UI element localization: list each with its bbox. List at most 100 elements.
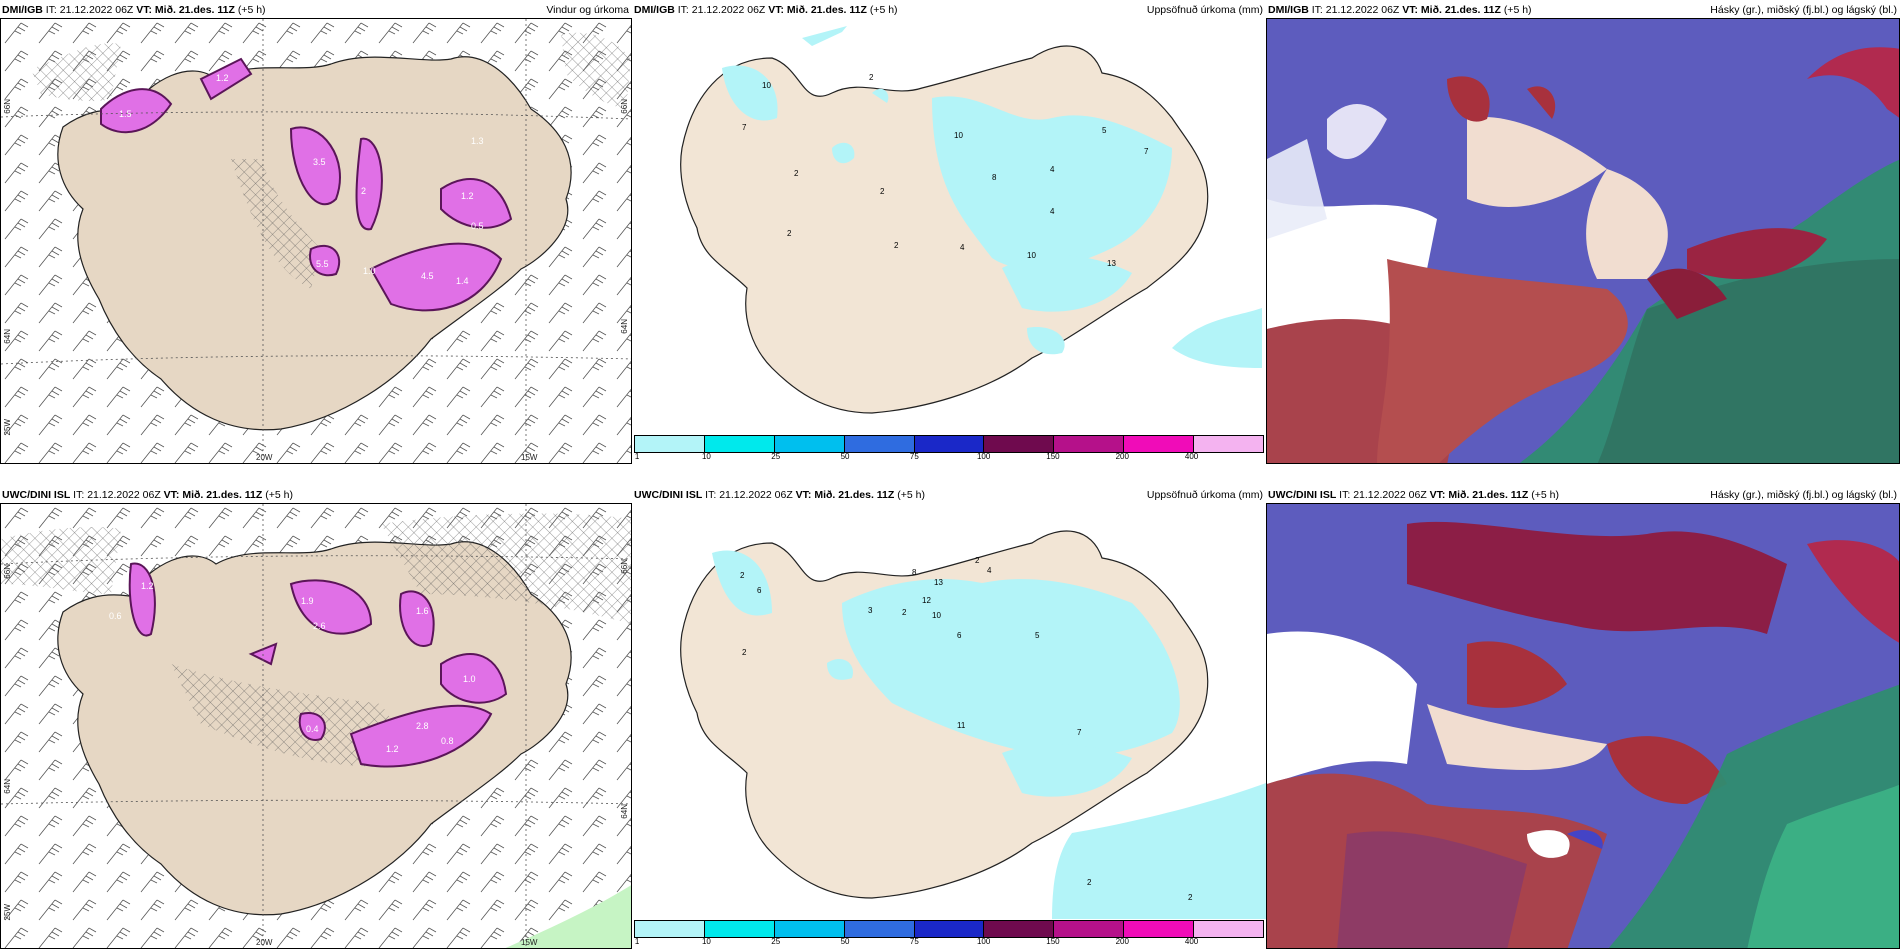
rain-value: 5.5 bbox=[316, 259, 329, 269]
panel-cloud-top: DMI/IGB IT: 21.12.2022 06Z VT: Mið. 21.d… bbox=[1266, 0, 1900, 465]
legend-ticks: 1 10 25 50 75 100 150 200 400 bbox=[634, 452, 1264, 464]
legend-swatch bbox=[844, 921, 915, 937]
precip-value: 5 bbox=[1035, 631, 1040, 640]
header-left: UWC/DINI ISL IT: 21.12.2022 06Z VT: Mið.… bbox=[1268, 489, 1559, 501]
precip-value: 10 bbox=[932, 611, 941, 620]
precip-value: 2 bbox=[1188, 893, 1193, 902]
legend-swatch bbox=[1124, 921, 1195, 937]
rain-value: 4.5 bbox=[421, 271, 434, 281]
map-frame: 1.5 3.5 2 1.2 1.2 4.5 1.3 1.4 5.5 0.5 1.… bbox=[0, 18, 632, 464]
precip-values: 2 7 10 2 2 2 10 8 4 4 5 7 4 10 13 2 bbox=[742, 73, 1149, 268]
panel-title: Hásky (gr.), miðský (fj.bl.) og lágský (… bbox=[1710, 489, 1897, 501]
precip-values: 2 6 2 13 3 2 2 8 12 10 6 4 5 11 7 2 2 bbox=[740, 556, 1193, 902]
legend-tick: 200 bbox=[1115, 937, 1129, 946]
lat-label: 66N bbox=[620, 99, 629, 114]
wind-map: 1.5 3.5 2 1.2 1.2 4.5 1.3 1.4 5.5 0.5 1.… bbox=[1, 19, 631, 463]
legend-tick: 50 bbox=[840, 937, 850, 946]
map-frame: 2 6 2 13 3 2 2 8 12 10 6 4 5 11 7 2 2 bbox=[632, 503, 1266, 919]
panel-header: UWC/DINI ISL IT: 21.12.2022 06Z VT: Mið.… bbox=[1266, 485, 1900, 505]
map-frame bbox=[1266, 18, 1900, 464]
legend-swatch bbox=[704, 436, 775, 452]
legend-tick: 75 bbox=[909, 937, 919, 946]
legend-tick: 150 bbox=[1046, 452, 1060, 461]
precip-value: 2 bbox=[740, 571, 745, 580]
hatch-area-central bbox=[231, 159, 321, 289]
precip-value: 4 bbox=[1050, 207, 1055, 216]
rain-cells bbox=[100, 57, 513, 312]
precip-value: 2 bbox=[880, 187, 885, 196]
precip-value: 5 bbox=[1102, 126, 1107, 135]
legend-swatch bbox=[774, 436, 845, 452]
rain-values: 1.2 0.6 1.9 2.6 1.6 2.8 0.4 1.0 1.2 0.8 bbox=[109, 581, 476, 754]
legend-swatch bbox=[774, 921, 845, 937]
header-left: UWC/DINI ISL IT: 21.12.2022 06Z VT: Mið.… bbox=[634, 489, 925, 501]
lat-label: 66N bbox=[620, 559, 629, 574]
rain-value: 0.4 bbox=[306, 724, 319, 734]
graticule-64n bbox=[1, 355, 631, 365]
panel-precip-top: DMI/IGB IT: 21.12.2022 06Z VT: Mið. 21.d… bbox=[632, 0, 1266, 465]
legend-swatch bbox=[1194, 436, 1264, 452]
legend-color-bar bbox=[634, 920, 1264, 938]
rain-value: 1.3 bbox=[471, 136, 484, 146]
panel-cloud-bottom: UWC/DINI ISL IT: 21.12.2022 06Z VT: Mið.… bbox=[1266, 485, 1900, 950]
graticule-66n bbox=[1, 111, 631, 120]
legend-tick: 1 bbox=[634, 452, 640, 461]
precip-value: 2 bbox=[742, 648, 747, 657]
rain-value: 1.0 bbox=[363, 266, 376, 276]
legend-swatch bbox=[1194, 921, 1264, 937]
precip-value: 6 bbox=[957, 631, 962, 640]
legend-tick: 75 bbox=[909, 452, 919, 461]
precip-value: 11 bbox=[957, 721, 966, 730]
lat-label: 66N bbox=[3, 99, 12, 114]
rain-value: 1.5 bbox=[119, 109, 132, 119]
legend-tick: 400 bbox=[1184, 937, 1199, 946]
rain-value: 2 bbox=[361, 186, 366, 196]
legend-tick: 10 bbox=[701, 452, 711, 461]
lat-label: 64N bbox=[620, 319, 629, 334]
precip-legend: 1 10 25 50 75 100 150 200 400 bbox=[632, 435, 1266, 465]
graticule-64n bbox=[1, 799, 631, 805]
legend-ticks: 1 10 25 50 75 100 150 200 400 bbox=[634, 937, 1264, 949]
legend-tick: 400 bbox=[1184, 452, 1199, 461]
cloud-map bbox=[1267, 19, 1899, 463]
precip-value: 2 bbox=[975, 556, 980, 565]
panel-header: DMI/IGB IT: 21.12.2022 06Z VT: Mið. 21.d… bbox=[0, 0, 632, 20]
legend-swatch bbox=[984, 436, 1055, 452]
precip-value: 2 bbox=[902, 608, 907, 617]
rain-value: 1.6 bbox=[416, 606, 429, 616]
precip-value: 8 bbox=[992, 173, 997, 182]
legend-tick: 25 bbox=[771, 452, 781, 461]
legend-tick: 25 bbox=[771, 937, 781, 946]
lon-label: 15W bbox=[521, 938, 538, 947]
legend-swatch bbox=[1054, 921, 1125, 937]
lon-label: 20W bbox=[256, 453, 273, 462]
map-frame bbox=[1266, 503, 1900, 949]
lat-label: 25W bbox=[3, 904, 12, 921]
precip-value: 2 bbox=[869, 73, 874, 82]
legend-swatch bbox=[844, 436, 915, 452]
precip-value: 7 bbox=[742, 123, 747, 132]
precip-map: 2 7 10 2 2 2 10 8 4 4 5 7 4 10 13 2 bbox=[680, 26, 1262, 414]
panel-header: UWC/DINI ISL IT: 21.12.2022 06Z VT: Mið.… bbox=[632, 485, 1266, 505]
precip-value: 10 bbox=[954, 131, 963, 140]
rain-value: 1.2 bbox=[461, 191, 474, 201]
precip-value: 4 bbox=[987, 566, 992, 575]
panel-header: UWC/DINI ISL IT: 21.12.2022 06Z VT: Mið.… bbox=[0, 485, 632, 505]
precip-value: 2 bbox=[794, 169, 799, 178]
rain-cells bbox=[128, 562, 508, 768]
legend-swatch bbox=[984, 921, 1055, 937]
precip-value: 2 bbox=[1087, 878, 1092, 887]
panel-title: Uppsöfnuð úrkoma (mm) bbox=[1146, 4, 1263, 16]
legend-color-bar bbox=[634, 435, 1264, 453]
precip-value: 7 bbox=[1144, 147, 1149, 156]
panel-title: Vindur og úrkoma bbox=[546, 4, 629, 16]
graticule-66n bbox=[1, 555, 631, 565]
header-left: DMI/IGB IT: 21.12.2022 06Z VT: Mið. 21.d… bbox=[2, 4, 266, 16]
lat-label: 25W bbox=[3, 419, 12, 436]
precip-value: 2 bbox=[787, 229, 792, 238]
rain-values: 1.5 3.5 2 1.2 1.2 4.5 1.3 1.4 5.5 0.5 1.… bbox=[119, 73, 484, 286]
rain-value: 2.6 bbox=[313, 621, 326, 631]
lat-label: 64N bbox=[620, 804, 629, 819]
legend-tick: 50 bbox=[840, 452, 850, 461]
legend-swatch bbox=[635, 436, 705, 452]
